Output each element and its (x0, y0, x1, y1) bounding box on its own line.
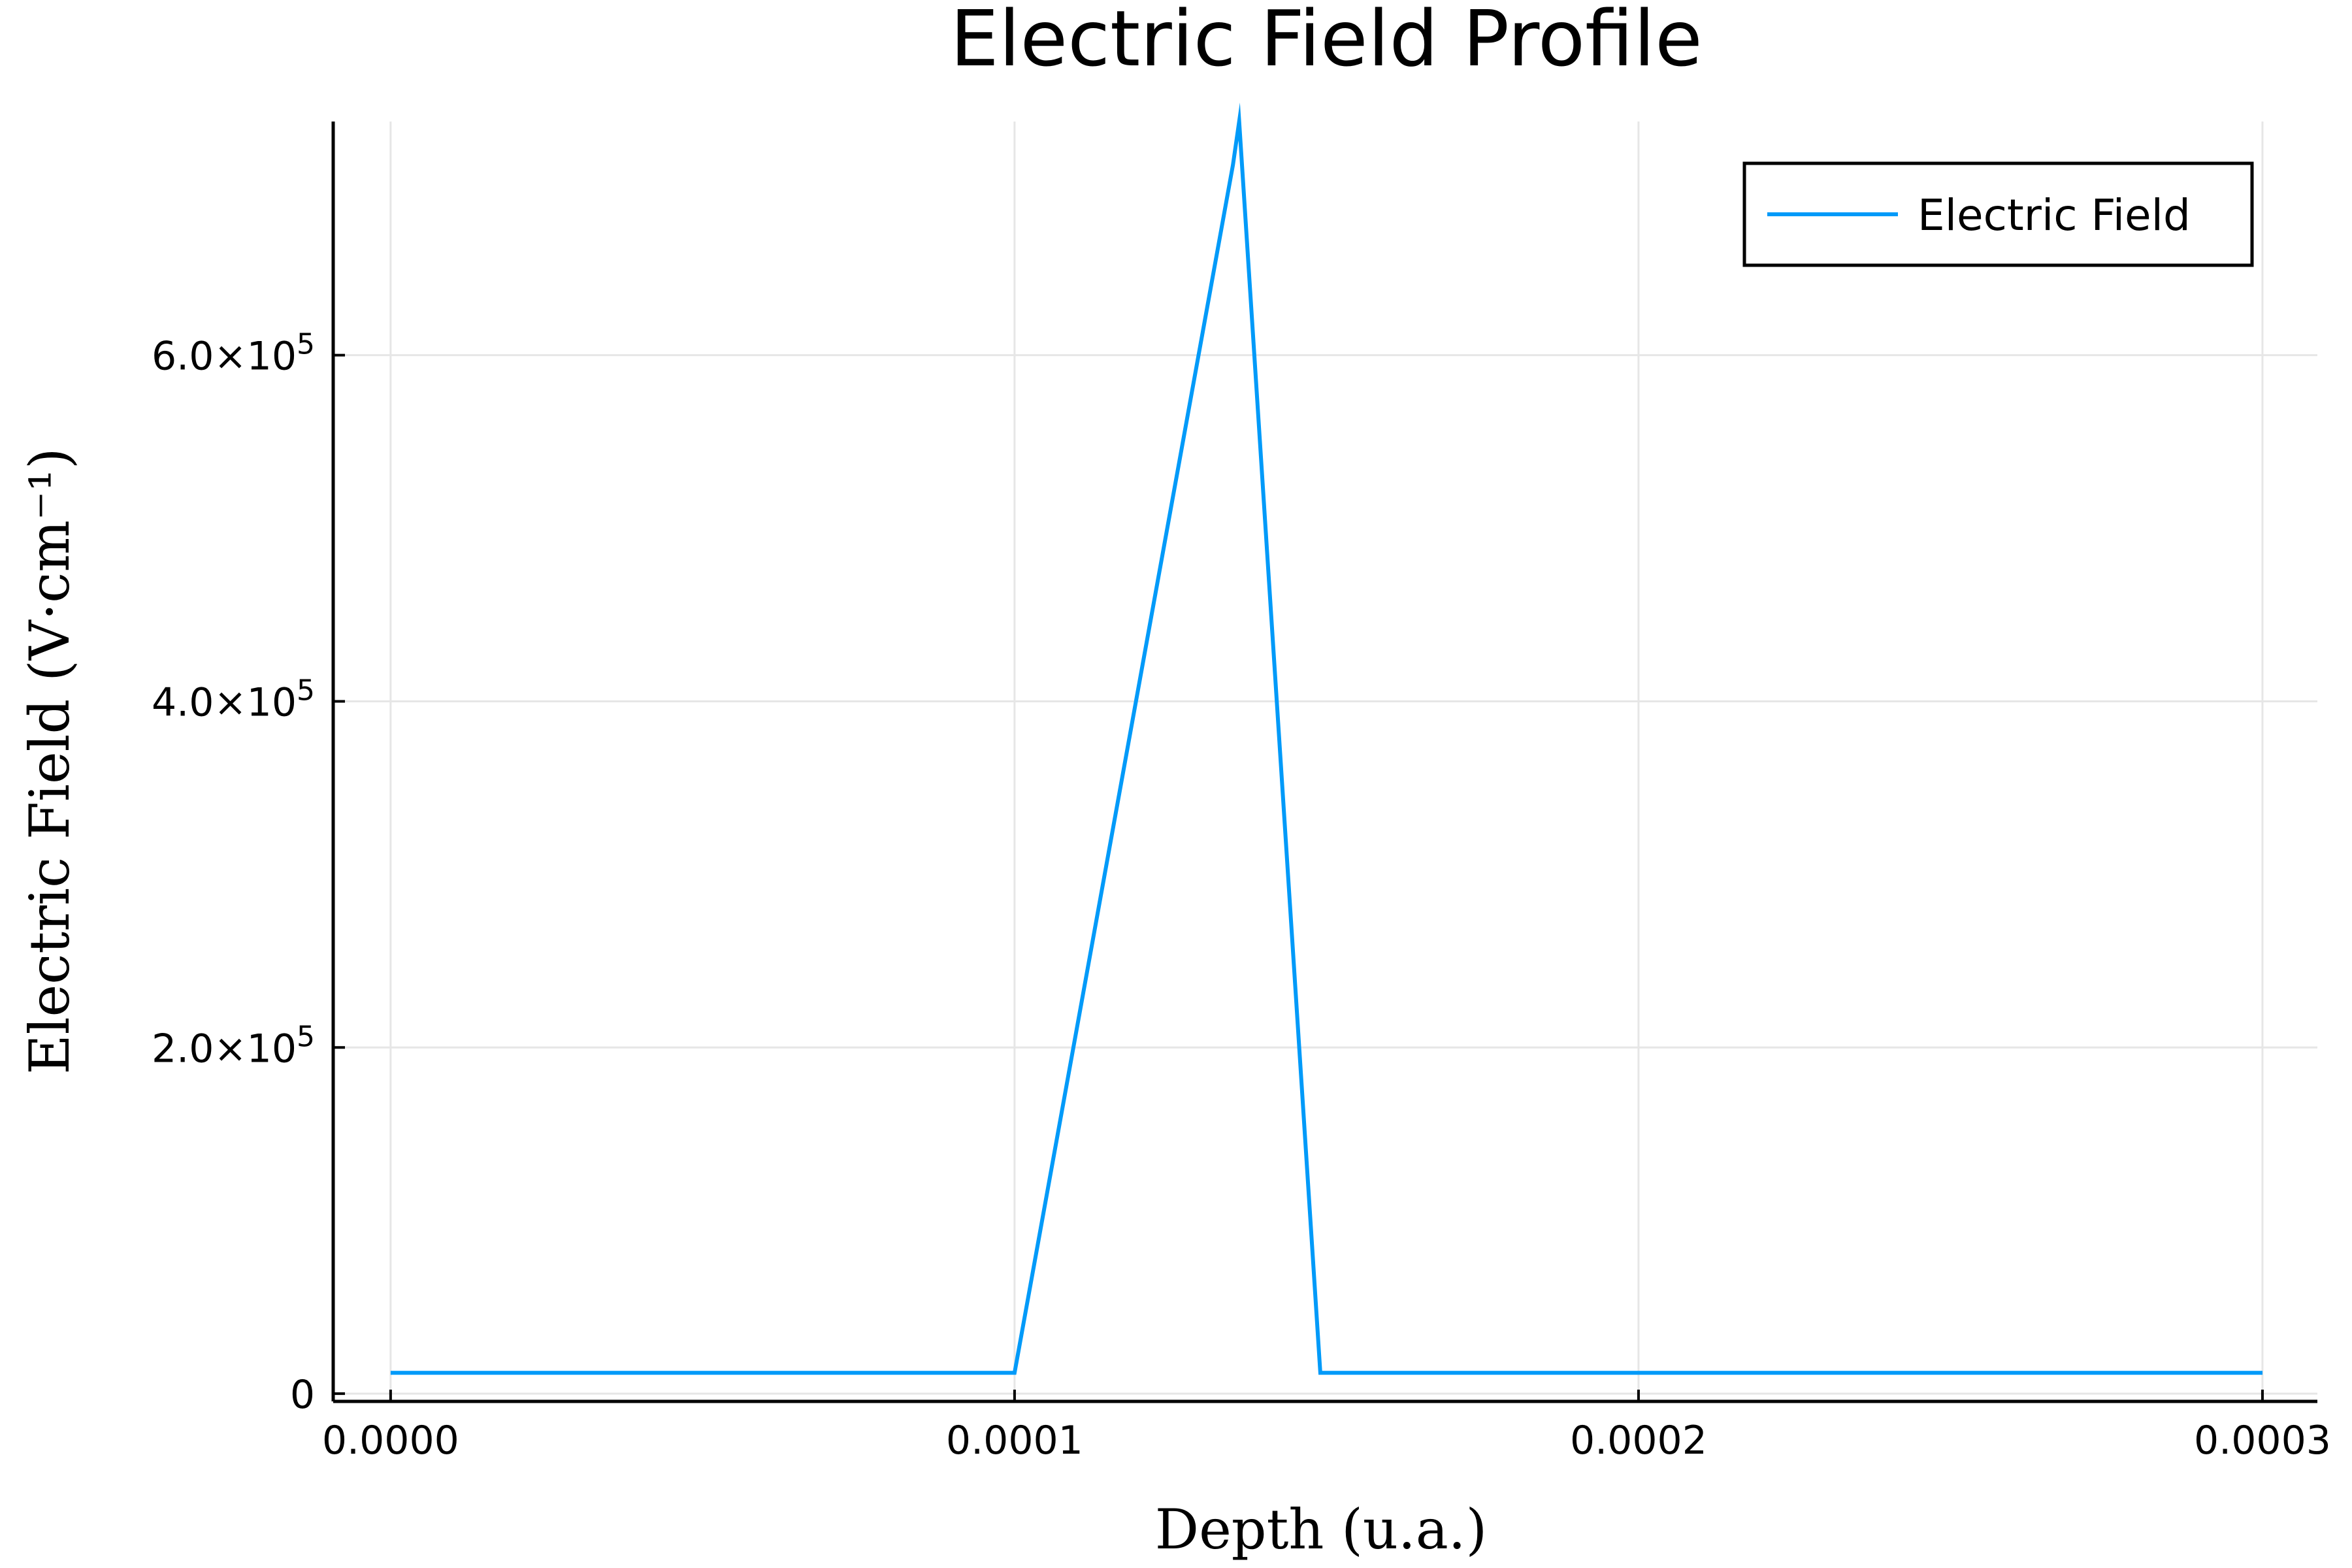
x-tick-label: 0.0003 (2194, 1418, 2331, 1463)
x-tick-labels: 0.0000 0.0001 0.0002 0.0003 (322, 1418, 2331, 1463)
legend-label-electric-field: Electric Field (1918, 190, 2191, 240)
y-tick-label: 6.0×105 (152, 328, 315, 380)
y-tick-label: 0 (290, 1372, 315, 1418)
x-tick-label: 0.0002 (1570, 1418, 1707, 1463)
tick-marks (333, 353, 2264, 1401)
y-tick-label: 4.0×105 (152, 674, 315, 725)
x-axis-label: Depth (u.a.) (1155, 1497, 1488, 1561)
x-tick-label: 0.0001 (946, 1418, 1083, 1463)
y-tick-label: 2.0×105 (152, 1020, 315, 1071)
legend: Electric Field (1742, 161, 2254, 267)
chart-title: Electric Field Profile (950, 0, 1703, 84)
series-line-electric-field (390, 103, 2262, 1375)
y-tick-labels: 0 2.0×105 4.0×105 6.0×105 (152, 328, 315, 1418)
x-tick-label: 0.0000 (322, 1418, 459, 1463)
grid-lines (333, 122, 2317, 1401)
y-axis-label: Electric Field (V·cm⁻¹) (18, 448, 82, 1074)
series-layer (390, 103, 2262, 1375)
